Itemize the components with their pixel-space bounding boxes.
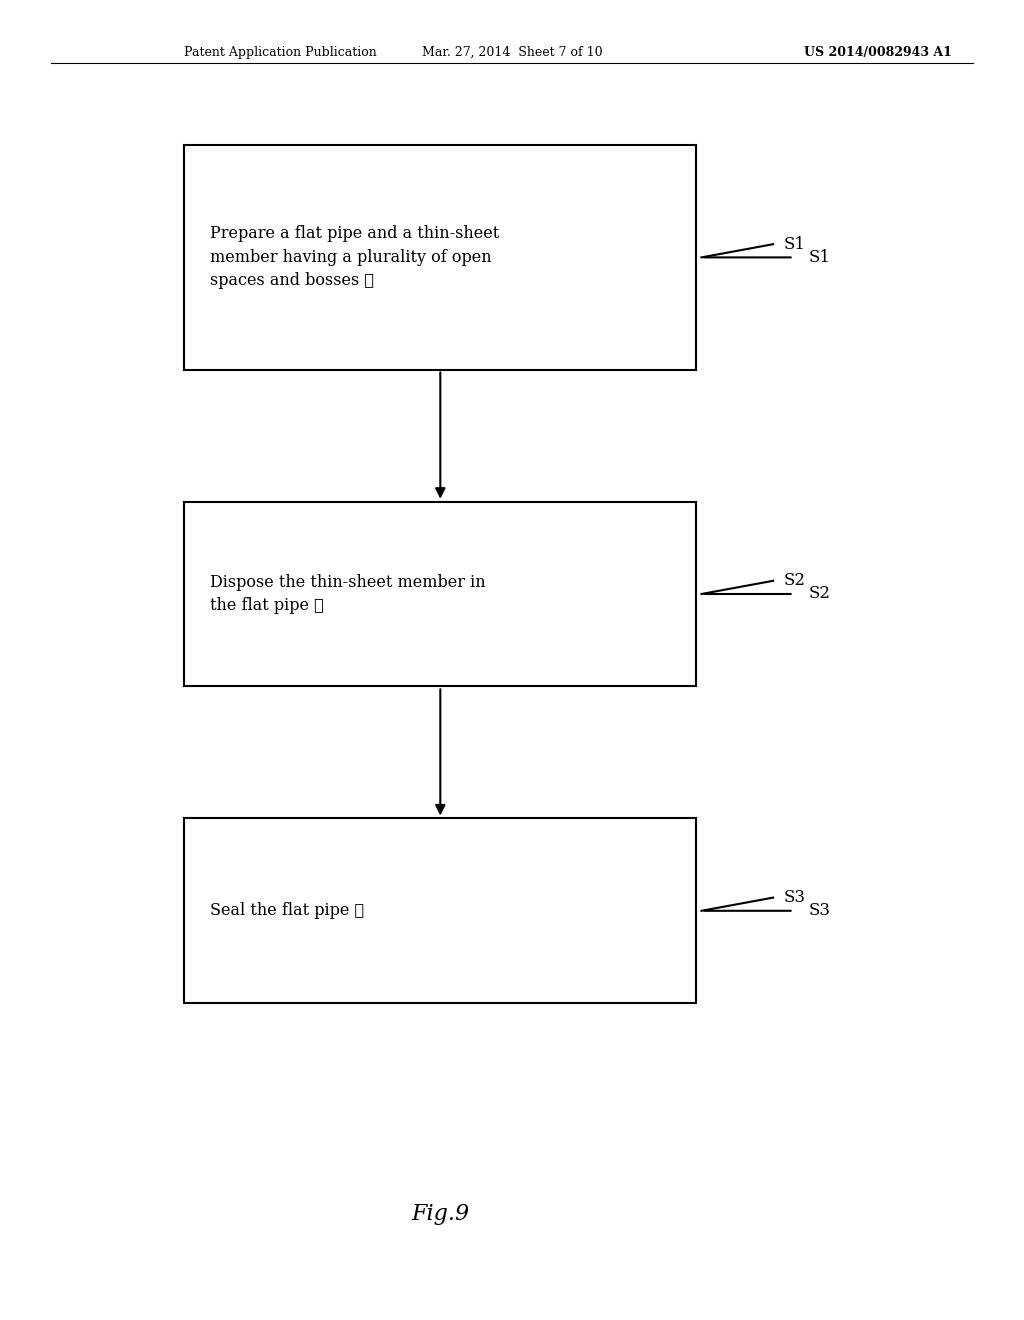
- FancyBboxPatch shape: [184, 502, 696, 686]
- Text: Mar. 27, 2014  Sheet 7 of 10: Mar. 27, 2014 Sheet 7 of 10: [422, 46, 602, 59]
- Text: US 2014/0082943 A1: US 2014/0082943 A1: [805, 46, 952, 59]
- Text: S1: S1: [783, 236, 805, 252]
- Text: Prepare a flat pipe and a thin-sheet
member having a plurality of open
spaces an: Prepare a flat pipe and a thin-sheet mem…: [210, 226, 499, 289]
- Text: Patent Application Publication: Patent Application Publication: [184, 46, 377, 59]
- FancyBboxPatch shape: [184, 818, 696, 1003]
- Text: S2: S2: [809, 586, 830, 602]
- Text: S1: S1: [809, 249, 830, 265]
- FancyBboxPatch shape: [184, 145, 696, 370]
- Text: Dispose the thin-sheet member in
the flat pipe ；: Dispose the thin-sheet member in the fla…: [210, 574, 485, 614]
- Text: S3: S3: [783, 890, 805, 906]
- Text: S2: S2: [783, 573, 805, 589]
- Text: Seal the flat pipe 。: Seal the flat pipe 。: [210, 903, 365, 919]
- Text: Fig.9: Fig.9: [412, 1204, 469, 1225]
- Text: S3: S3: [809, 903, 830, 919]
